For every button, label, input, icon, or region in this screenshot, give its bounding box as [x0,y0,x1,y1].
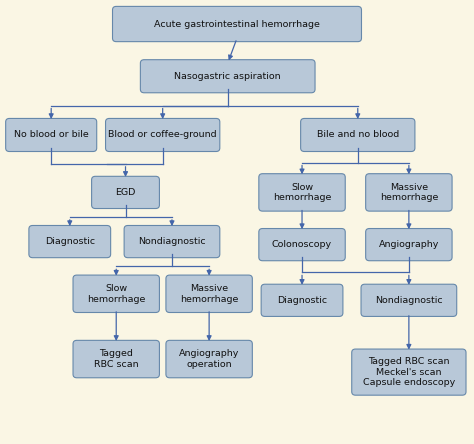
FancyBboxPatch shape [112,6,362,42]
Text: Slow
hemorrhage: Slow hemorrhage [87,284,146,304]
FancyBboxPatch shape [365,174,452,211]
Text: No blood or bile: No blood or bile [14,131,89,139]
FancyBboxPatch shape [29,226,110,258]
Text: Diagnostic: Diagnostic [277,296,327,305]
FancyBboxPatch shape [361,284,457,317]
FancyBboxPatch shape [106,119,220,151]
Text: Tagged
RBC scan: Tagged RBC scan [94,349,138,369]
FancyBboxPatch shape [166,341,252,378]
Text: Angiography
operation: Angiography operation [179,349,239,369]
FancyBboxPatch shape [365,229,452,261]
FancyBboxPatch shape [301,119,415,151]
Text: Acute gastrointestinal hemorrhage: Acute gastrointestinal hemorrhage [154,20,320,28]
Text: EGD: EGD [115,188,136,197]
Text: Colonoscopy: Colonoscopy [272,240,332,249]
FancyBboxPatch shape [261,284,343,317]
Text: Massive
hemorrhage: Massive hemorrhage [180,284,238,304]
Text: Angiography: Angiography [379,240,439,249]
FancyBboxPatch shape [259,229,345,261]
FancyBboxPatch shape [73,341,159,378]
FancyBboxPatch shape [91,176,159,209]
Text: Slow
hemorrhage: Slow hemorrhage [273,182,331,202]
Text: Nondiagnostic: Nondiagnostic [138,237,206,246]
FancyBboxPatch shape [352,349,466,395]
FancyBboxPatch shape [259,174,345,211]
Text: Massive
hemorrhage: Massive hemorrhage [380,182,438,202]
Text: Tagged RBC scan
Meckel's scan
Capsule endoscopy: Tagged RBC scan Meckel's scan Capsule en… [363,357,455,387]
FancyBboxPatch shape [73,275,159,313]
Text: Nondiagnostic: Nondiagnostic [375,296,443,305]
FancyBboxPatch shape [124,226,220,258]
FancyBboxPatch shape [166,275,252,313]
Text: Blood or coffee-ground: Blood or coffee-ground [109,131,217,139]
FancyBboxPatch shape [140,59,315,93]
FancyBboxPatch shape [6,119,97,151]
Text: Diagnostic: Diagnostic [45,237,95,246]
Text: Nasogastric aspiration: Nasogastric aspiration [174,72,281,81]
Text: Bile and no blood: Bile and no blood [317,131,399,139]
